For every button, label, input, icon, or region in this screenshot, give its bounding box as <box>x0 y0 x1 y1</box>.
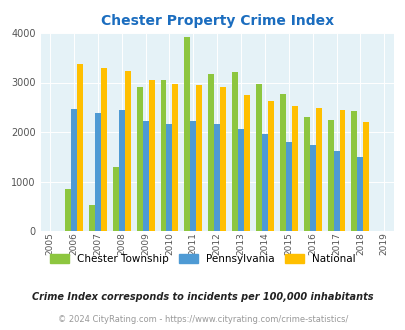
Bar <box>136 87 142 231</box>
Text: © 2024 CityRating.com - https://www.cityrating.com/crime-statistics/: © 2024 CityRating.com - https://www.city… <box>58 315 347 324</box>
Bar <box>71 109 77 231</box>
Bar <box>279 94 285 231</box>
Bar <box>214 124 220 231</box>
Bar <box>309 145 315 231</box>
Bar <box>208 74 214 231</box>
Bar <box>196 85 202 231</box>
Bar <box>142 121 148 231</box>
Bar <box>356 157 362 231</box>
Bar <box>220 87 226 231</box>
Bar <box>184 37 190 231</box>
Bar <box>166 124 172 231</box>
Bar <box>190 121 196 231</box>
Bar <box>256 84 261 231</box>
Bar <box>160 80 166 231</box>
Bar <box>124 71 130 231</box>
Bar <box>315 108 321 231</box>
Title: Chester Property Crime Index: Chester Property Crime Index <box>100 14 333 28</box>
Bar <box>65 189 71 231</box>
Bar <box>100 68 107 231</box>
Bar <box>362 122 369 231</box>
Bar <box>95 113 100 231</box>
Bar <box>172 84 178 231</box>
Bar <box>113 167 119 231</box>
Bar <box>243 95 249 231</box>
Text: Crime Index corresponds to incidents per 100,000 inhabitants: Crime Index corresponds to incidents per… <box>32 292 373 302</box>
Bar <box>89 205 95 231</box>
Bar <box>339 110 345 231</box>
Bar <box>327 120 333 231</box>
Bar <box>303 117 309 231</box>
Bar <box>148 80 154 231</box>
Bar <box>232 72 237 231</box>
Bar <box>261 135 267 231</box>
Bar <box>351 111 356 231</box>
Bar <box>291 106 297 231</box>
Bar <box>119 110 124 231</box>
Bar <box>333 151 339 231</box>
Bar <box>267 101 273 231</box>
Legend: Chester Township, Pennsylvania, National: Chester Township, Pennsylvania, National <box>47 250 358 267</box>
Bar <box>237 129 243 231</box>
Bar <box>77 64 83 231</box>
Bar <box>285 142 291 231</box>
